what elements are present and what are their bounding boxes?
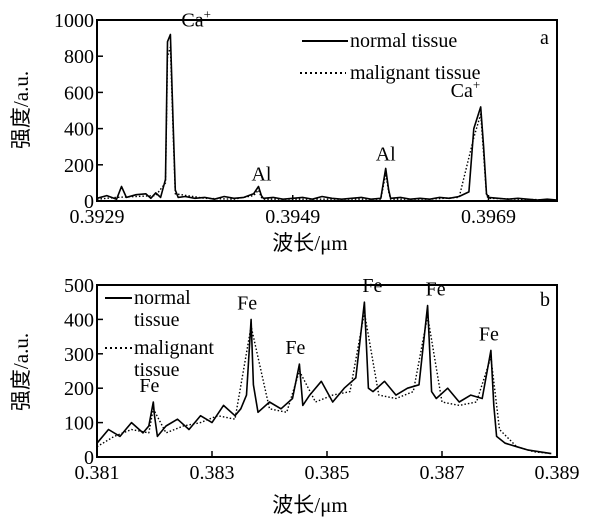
peak-label-b-1: Fe: [237, 292, 257, 314]
panel-b-legend: normal tissue malignant tissue: [105, 287, 214, 381]
y-tick-label-b-3: 300: [64, 344, 94, 366]
peak-label-b-5: Fe: [479, 323, 499, 345]
panel-a-ylabel: 强度/a.u.: [9, 71, 33, 149]
y-tick-label-a-0: 0: [84, 191, 94, 213]
y-tick-label-a-2: 400: [64, 119, 94, 141]
x-tick-label-a-1: 0.3949: [265, 206, 320, 228]
peak-label-b-3: Fe: [362, 275, 382, 297]
panel-b-letter: b: [540, 289, 550, 311]
x-tick-label-b-3: 0.387: [420, 462, 465, 484]
legend-b-normal-label: normal tissue: [134, 287, 191, 331]
panel-b-ylabel: 强度/a.u.: [9, 333, 33, 411]
panel-a-xlabel: 波长/μm: [272, 231, 347, 255]
panel-a-legend: normal tissue malignant tissue: [300, 30, 481, 84]
peak-label-b-4: Fe: [426, 279, 446, 301]
y-tick-label-b-1: 100: [64, 413, 94, 435]
y-tick-label-b-0: 0: [84, 447, 94, 469]
panel-b-xlabel: 波长/μm: [272, 493, 347, 517]
legend-b-malignant-label: malignant tissue: [134, 337, 214, 381]
x-tick-label-a-2: 0.3969: [461, 206, 516, 228]
panel-b-marks: 0 100 200 300 400 500 0.381 0.383 0.385 0.387 0.38…: [64, 275, 580, 484]
series-line-a-normal: [96, 33, 558, 201]
panel-a-marks: 0 200 400 600 800 1000 0.3929 0.3949 0.3969 Ca+ Al…: [54, 6, 558, 228]
panel-b: 0 100 200 300 400 500 0.381 0.383 0.385 0.387 0.38…: [9, 275, 580, 517]
legend-a-malignant-label: malignant tissue: [350, 62, 481, 84]
peak-label-a-1: Al: [251, 164, 271, 186]
y-tick-label-a-4: 800: [64, 46, 94, 68]
peak-label-b-0: Fe: [139, 375, 159, 397]
panel-a-frame: [96, 19, 558, 202]
peak-label-a-0: Ca+: [181, 6, 211, 31]
y-tick-label-b-5: 500: [64, 275, 94, 297]
x-tick-label-b-1: 0.383: [190, 462, 235, 484]
x-tick-label-b-4: 0.389: [535, 462, 580, 484]
peak-label-b-2: Fe: [285, 337, 305, 359]
panel-a-letter: a: [540, 27, 549, 49]
y-tick-label-b-4: 400: [64, 309, 94, 331]
y-tick-label-b-2: 200: [64, 378, 94, 400]
panel-a: 0 200 400 600 800 1000 0.3929 0.3949 0.3969 Ca+ Al…: [9, 6, 558, 255]
y-tick-label-a-5: 1000: [54, 10, 94, 32]
x-tick-label-b-2: 0.385: [305, 462, 350, 484]
x-tick-label-a-0: 0.3929: [70, 206, 125, 228]
legend-a-normal-label: normal tissue: [350, 30, 457, 52]
y-tick-label-a-3: 600: [64, 82, 94, 104]
peak-label-a-2: Al: [376, 143, 396, 165]
y-tick-label-a-1: 200: [64, 155, 94, 177]
peak-label-a-3: Ca+: [451, 77, 481, 102]
x-tick-label-b-0: 0.381: [75, 462, 120, 484]
series-line-b-normal: [96, 301, 552, 455]
